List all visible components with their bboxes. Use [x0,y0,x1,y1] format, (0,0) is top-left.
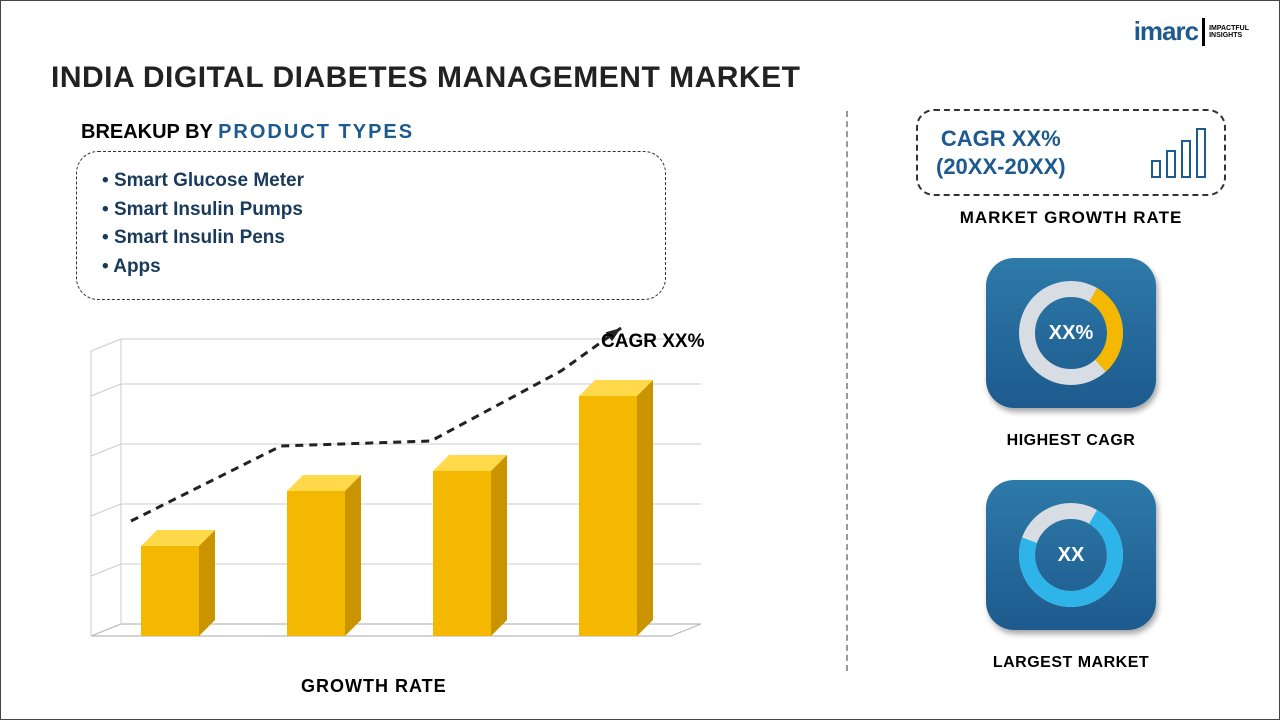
mini-bars-icon [1151,128,1206,178]
brand-logo: imarc IMPACTFUL INSIGHTS [1134,16,1249,47]
largest-market-label: LARGEST MARKET [993,654,1149,672]
growth-chart-svg: 20XX20XX [81,336,761,666]
market-growth-rate-label: MARKET GROWTH RATE [960,208,1183,228]
right-column: CAGR XX% (20XX-20XX) MARKET GROWTH RATE … [891,109,1251,690]
cagr-line2: (20XX-20XX) [936,153,1066,181]
cagr-summary-box: CAGR XX% (20XX-20XX) [916,109,1226,196]
logo-tag1: IMPACTFUL [1209,25,1249,32]
breakup-prefix: BREAKUP BY [81,121,213,143]
chart-cagr-annotation: CAGR XX% [601,331,704,353]
highest-cagr-tile: XX% [986,258,1156,408]
breakup-heading: BREAKUP BY PRODUCT TYPES [81,121,414,144]
breakup-highlight: PRODUCT TYPES [218,121,414,143]
cagr-line1: CAGR XX% [936,125,1066,153]
chart-x-label: GROWTH RATE [301,676,447,697]
logo-tag2: INSIGHTS [1209,32,1249,39]
logo-divider [1202,18,1205,46]
product-item: Smart Insulin Pumps [102,196,640,225]
largest-market-value: XX [1058,544,1085,567]
cagr-box-text: CAGR XX% (20XX-20XX) [936,125,1066,180]
product-item: Smart Insulin Pens [102,224,640,253]
growth-chart: 20XX20XX [81,336,761,666]
page-title: INDIA DIGITAL DIABETES MANAGEMENT MARKET [51,61,800,95]
vertical-divider [846,111,848,671]
logo-text: imarc [1134,16,1198,47]
largest-market-tile: XX [986,480,1156,630]
product-item: Apps [102,253,640,282]
product-item: Smart Glucose Meter [102,167,640,196]
highest-cagr-label: HIGHEST CAGR [1007,432,1136,450]
product-types-box: Smart Glucose Meter Smart Insulin Pumps … [76,151,666,300]
highest-cagr-value: XX% [1049,322,1093,345]
logo-tagline: IMPACTFUL INSIGHTS [1209,25,1249,39]
